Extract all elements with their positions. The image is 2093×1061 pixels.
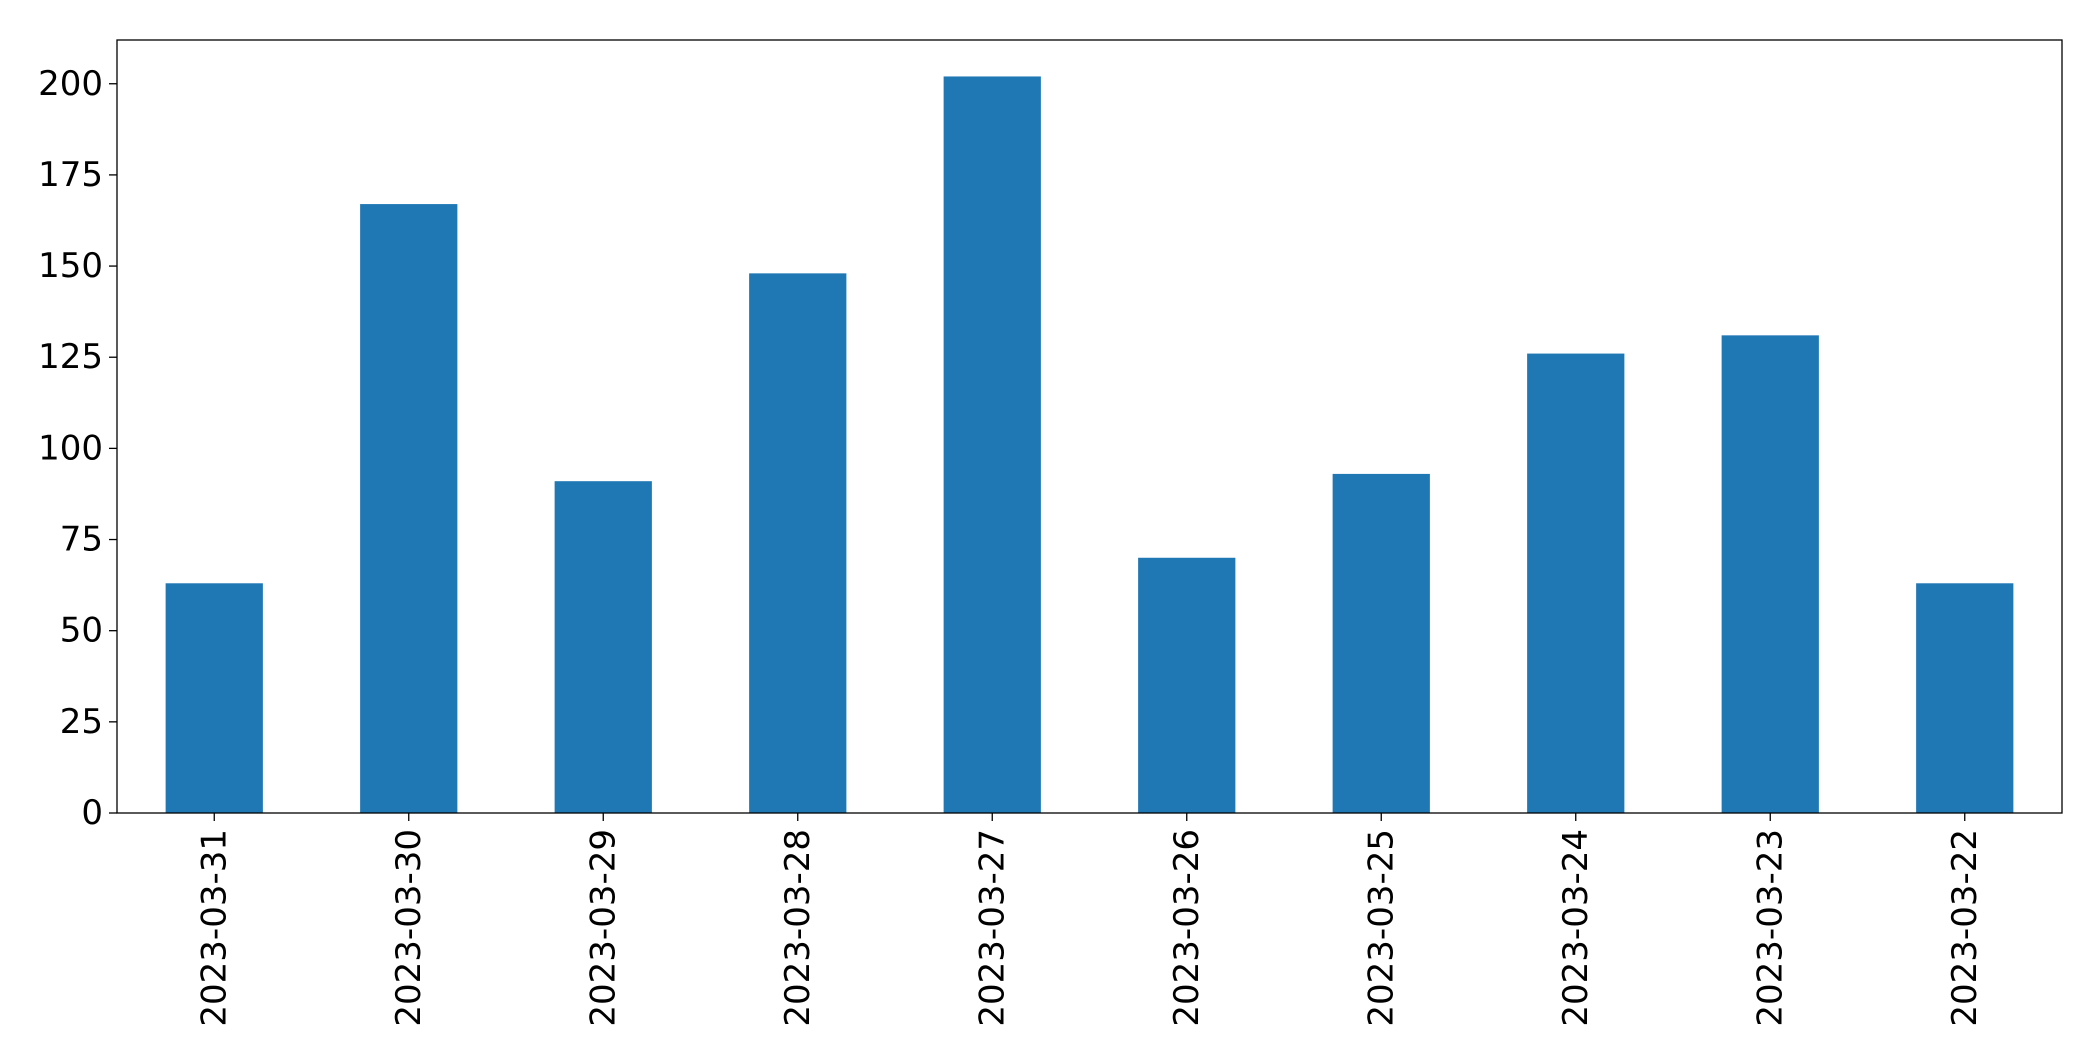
- bar-2023-03-23: [1721, 335, 1819, 813]
- y-tick-label: 200: [38, 64, 103, 104]
- x-tick-label: 2023-03-24: [1556, 829, 1596, 1027]
- x-tick-label: 2023-03-29: [583, 829, 623, 1027]
- x-tick-label: 2023-03-31: [194, 829, 234, 1027]
- bar-2023-03-31: [165, 583, 263, 813]
- y-tick-label: 75: [60, 520, 103, 560]
- x-tick-label: 2023-03-25: [1361, 829, 1401, 1027]
- x-tick-label: 2023-03-26: [1167, 829, 1207, 1027]
- bar-2023-03-29: [554, 481, 652, 813]
- x-tick-label: 2023-03-27: [972, 829, 1012, 1027]
- bar-2023-03-28: [749, 273, 847, 813]
- x-tick-label: 2023-03-22: [1945, 829, 1985, 1027]
- y-tick-label: 125: [38, 337, 103, 377]
- y-tick-label: 150: [38, 246, 103, 286]
- bar-2023-03-22: [1916, 583, 2014, 813]
- y-tick-label: 175: [38, 155, 103, 195]
- y-tick-label: 100: [38, 428, 103, 468]
- bar-2023-03-25: [1332, 473, 1430, 813]
- bars: [165, 76, 2014, 813]
- x-tick-label: 2023-03-30: [389, 829, 429, 1027]
- x-tick-label: 2023-03-23: [1750, 829, 1790, 1027]
- bar-2023-03-26: [1138, 557, 1236, 813]
- y-tick-label: 0: [81, 793, 103, 833]
- y-tick-label: 25: [60, 702, 103, 742]
- y-axis: 0 25 50 75 100 125 150 175 200: [38, 64, 117, 833]
- x-axis: 2023-03-31 2023-03-30 2023-03-29 2023-03-28…: [194, 813, 1985, 1027]
- bar-2023-03-24: [1527, 353, 1625, 813]
- x-tick-label: 2023-03-28: [778, 829, 818, 1027]
- y-tick-label: 50: [60, 611, 103, 651]
- plot-frame: [116, 39, 2063, 814]
- bar-2023-03-30: [360, 204, 458, 813]
- bar-2023-03-27: [943, 76, 1041, 813]
